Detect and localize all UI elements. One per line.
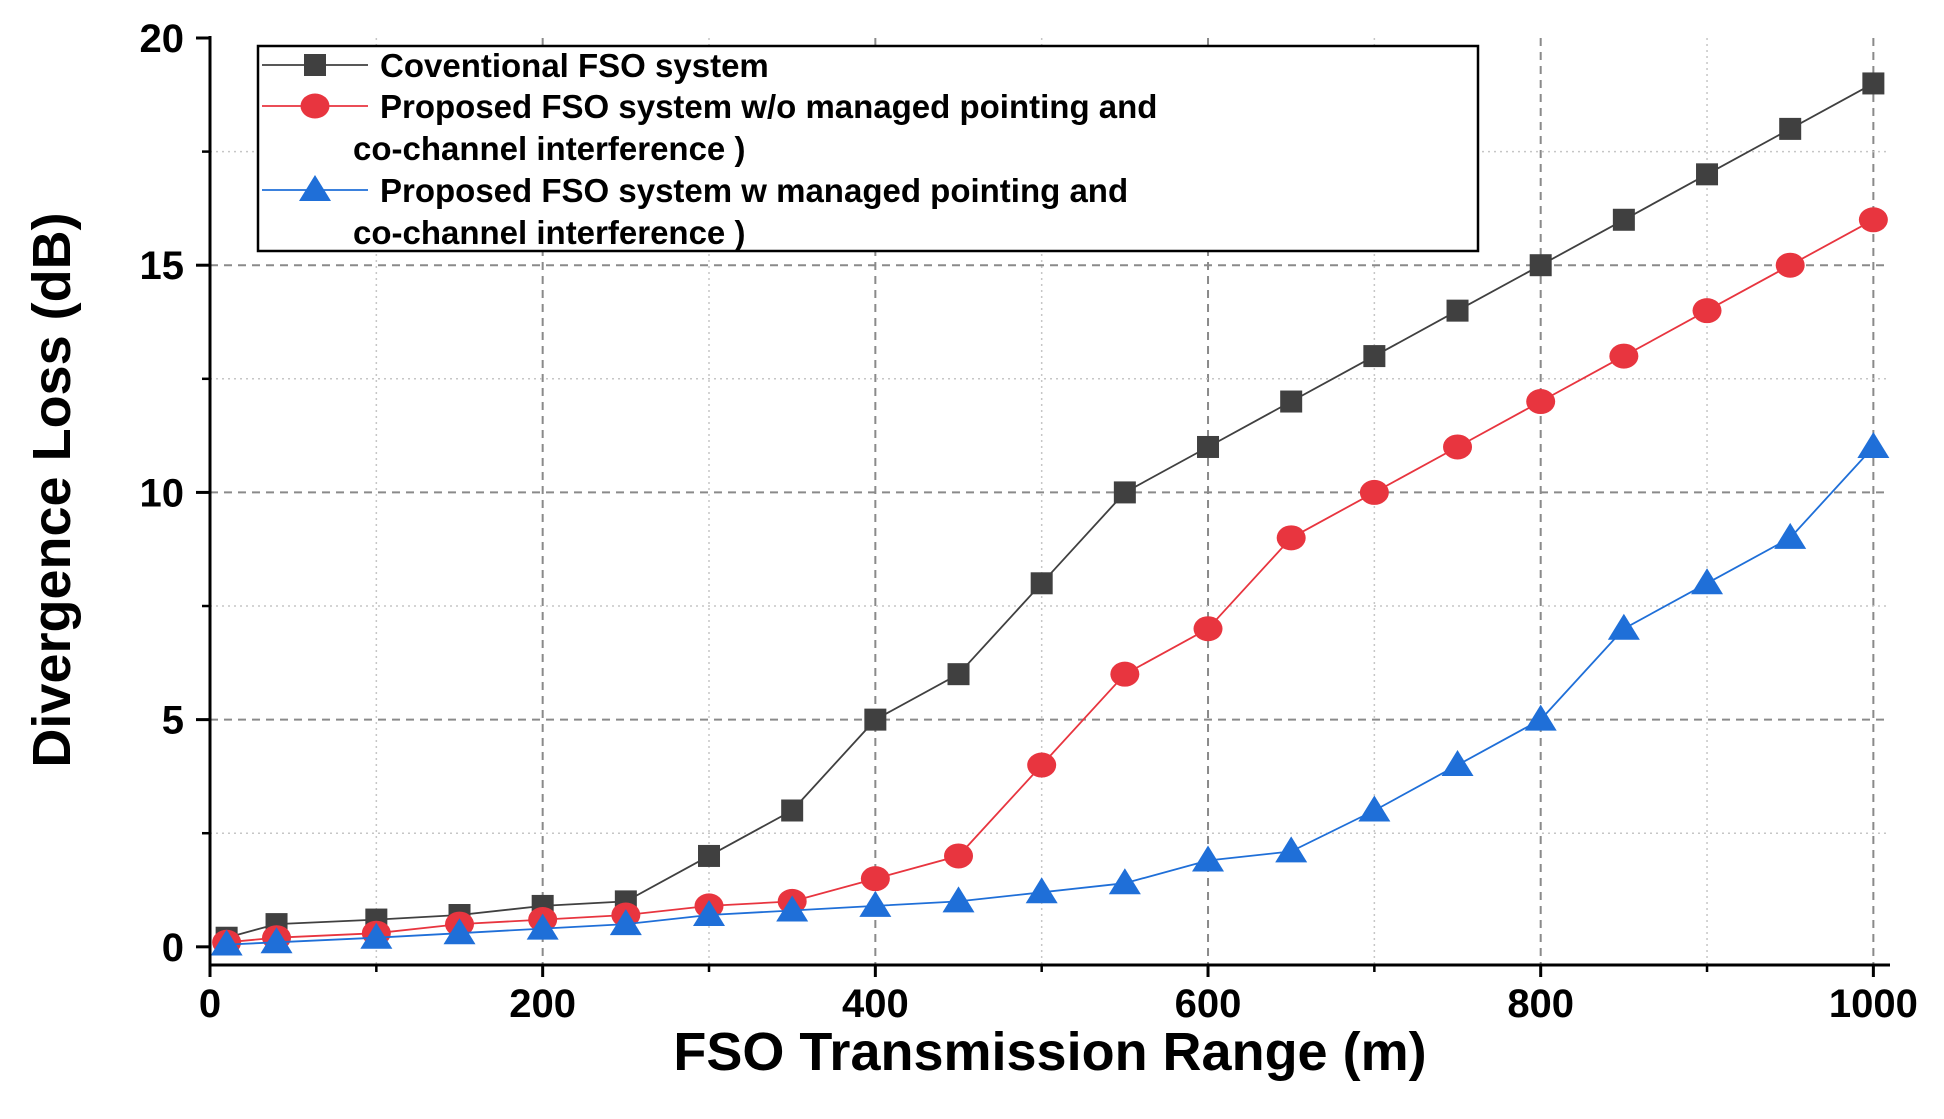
legend-marker-triangle bbox=[299, 175, 331, 201]
data-point-circle bbox=[1526, 389, 1556, 415]
data-point-circle bbox=[1193, 616, 1223, 642]
data-point-square bbox=[781, 799, 804, 822]
y-tick-label: 10 bbox=[140, 471, 185, 515]
data-point-triangle bbox=[1691, 568, 1724, 595]
data-point-circle bbox=[1692, 298, 1722, 324]
data-point-square bbox=[1197, 435, 1220, 458]
data-point-triangle bbox=[1192, 845, 1225, 872]
legend: Coventional FSO system Proposed FSO syste… bbox=[256, 44, 1480, 253]
legend-box bbox=[256, 44, 1480, 253]
data-point-triangle bbox=[1857, 431, 1890, 458]
x-tick-label: 600 bbox=[1175, 982, 1242, 1026]
data-point-triangle bbox=[1774, 522, 1807, 549]
data-point-triangle bbox=[210, 929, 243, 956]
data-point-triangle bbox=[693, 900, 726, 927]
data-point-circle bbox=[1858, 207, 1888, 233]
data-point-square bbox=[1363, 345, 1386, 368]
x-tick-label: 0 bbox=[199, 982, 221, 1026]
data-point-square bbox=[1446, 299, 1469, 322]
tick-labels: 0 200 400 600 800 1000 0 5 10 15 20 bbox=[140, 17, 1918, 1026]
data-point-square bbox=[1280, 390, 1303, 413]
data-point-circle bbox=[1359, 479, 1389, 505]
data-point-circle bbox=[1110, 661, 1140, 687]
data-point-circle bbox=[860, 866, 890, 892]
data-point-square bbox=[1862, 72, 1885, 95]
y-axis-title: Divergence Loss (dB) bbox=[22, 212, 82, 767]
axes bbox=[196, 36, 1890, 977]
data-point-square bbox=[947, 663, 970, 686]
x-tick-label: 200 bbox=[509, 982, 576, 1026]
data-point-square bbox=[1030, 572, 1053, 595]
y-tick-label: 20 bbox=[140, 17, 185, 61]
data-point-triangle bbox=[360, 922, 393, 949]
data-point-triangle bbox=[1108, 868, 1141, 895]
data-point-circle bbox=[1027, 752, 1057, 778]
legend-item-3: Proposed FSO system w managed pointing a… bbox=[262, 172, 1128, 251]
data-point-circle bbox=[1443, 434, 1473, 460]
y-tick-label: 15 bbox=[140, 244, 185, 288]
y-tick-label: 0 bbox=[162, 926, 184, 970]
data-point-triangle bbox=[776, 895, 809, 922]
data-point-circle bbox=[1276, 525, 1306, 551]
data-point-square bbox=[1529, 254, 1552, 277]
data-point-triangle bbox=[526, 913, 559, 940]
data-point-triangle bbox=[1358, 795, 1391, 822]
data-point-triangle bbox=[260, 927, 293, 954]
data-point-square bbox=[1113, 481, 1136, 504]
x-tick-label: 400 bbox=[842, 982, 909, 1026]
data-point-triangle bbox=[1441, 750, 1474, 777]
data-point-triangle bbox=[443, 918, 476, 945]
legend-label: co-channel interference ) bbox=[353, 214, 745, 251]
legend-label: Coventional FSO system bbox=[380, 47, 769, 84]
legend-item-2: Proposed FSO system w/o managed pointing… bbox=[262, 88, 1157, 167]
x-axis-title: FSO Transmission Range (m) bbox=[673, 1022, 1426, 1082]
data-point-circle bbox=[1609, 343, 1639, 369]
x-tick-label: 800 bbox=[1507, 982, 1574, 1026]
series-layer bbox=[210, 72, 1890, 956]
data-point-square bbox=[1779, 117, 1802, 140]
data-point-triangle bbox=[1607, 613, 1640, 640]
data-point-triangle bbox=[859, 890, 892, 917]
data-point-triangle bbox=[609, 909, 642, 936]
data-point-circle bbox=[944, 843, 974, 869]
series-line bbox=[226, 446, 1875, 946]
data-point-triangle bbox=[942, 886, 975, 913]
legend-marker-square bbox=[304, 54, 326, 76]
data-point-circle bbox=[1775, 252, 1805, 278]
data-point-triangle bbox=[1025, 877, 1058, 904]
data-point-triangle bbox=[1275, 836, 1308, 863]
x-tick-label: 1000 bbox=[1829, 982, 1918, 1026]
data-point-square bbox=[698, 844, 721, 867]
legend-label: Proposed FSO system w managed pointing a… bbox=[380, 172, 1128, 209]
y-tick-label: 5 bbox=[162, 699, 184, 743]
legend-marker-circle bbox=[300, 93, 330, 119]
data-point-square bbox=[1696, 163, 1719, 186]
legend-item-1: Coventional FSO system bbox=[262, 47, 769, 84]
legend-label: co-channel interference ) bbox=[353, 130, 745, 167]
data-point-triangle bbox=[1524, 704, 1557, 731]
data-point-square bbox=[1612, 208, 1635, 231]
series-3 bbox=[210, 431, 1890, 956]
data-point-square bbox=[864, 708, 887, 731]
legend-label: Proposed FSO system w/o managed pointing… bbox=[380, 88, 1157, 125]
